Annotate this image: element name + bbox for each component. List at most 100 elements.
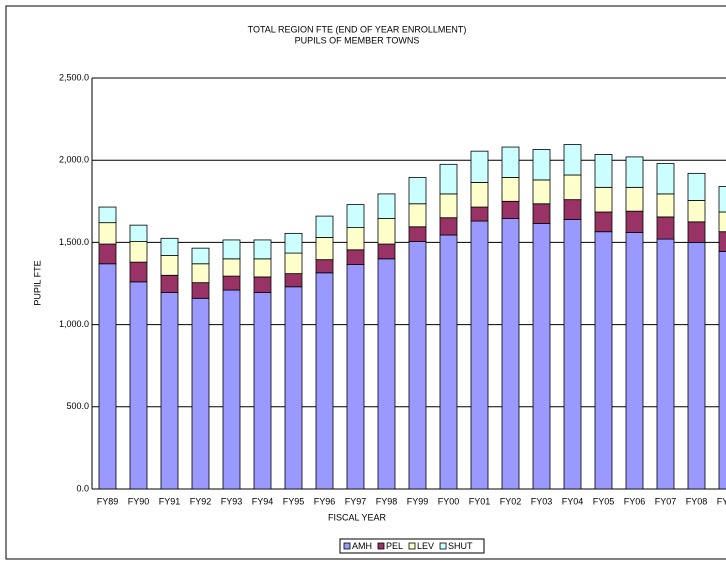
bar-segment xyxy=(160,255,179,276)
bar-segment xyxy=(98,243,117,265)
bar-segment xyxy=(346,227,365,251)
legend-label: LEV xyxy=(417,541,434,551)
bar-segment xyxy=(98,263,117,490)
bar-segment xyxy=(439,193,458,219)
bar-segment xyxy=(532,149,551,181)
x-tick-label: FY90 xyxy=(128,496,150,506)
bar-segment xyxy=(656,216,675,240)
bar-segment xyxy=(253,258,272,278)
y-tick-label: 0.0 xyxy=(76,483,89,493)
legend-swatch xyxy=(439,542,447,550)
y-tick-label: 1,000.0 xyxy=(59,319,89,329)
bar-segment xyxy=(129,224,148,242)
bar-segment xyxy=(439,217,458,236)
bar-segment xyxy=(346,204,365,229)
bar-segment xyxy=(408,241,427,490)
legend-swatch xyxy=(408,542,416,550)
bar-segment xyxy=(160,274,179,293)
x-tick-label: FY03 xyxy=(531,496,553,506)
x-tick-label: FY06 xyxy=(624,496,646,506)
x-tick-label: FY02 xyxy=(500,496,522,506)
bar-segment xyxy=(315,272,334,490)
bar-segment xyxy=(408,177,427,205)
bar-segment xyxy=(470,220,489,490)
bar-segment xyxy=(377,218,396,245)
x-tick-label: FY96 xyxy=(314,496,336,506)
bar-segment xyxy=(408,203,427,228)
bar-segment xyxy=(594,186,613,213)
x-tick-label: FY08 xyxy=(686,496,708,506)
bar-segment xyxy=(656,193,675,218)
bar-segment xyxy=(532,179,551,205)
bar-segment xyxy=(625,156,644,188)
bar-segment xyxy=(501,218,520,490)
bar-segment xyxy=(656,238,675,490)
bar-segment xyxy=(439,163,458,195)
y-axis-title: PUPIL FTE xyxy=(32,260,42,305)
bar-segment xyxy=(718,186,726,213)
bar-segment xyxy=(687,241,706,490)
bar-segment xyxy=(222,289,241,490)
bar-segment xyxy=(501,177,520,202)
x-tick-label: FY91 xyxy=(159,496,181,506)
bar-segment xyxy=(532,203,551,224)
bar-segment xyxy=(160,237,179,256)
bar-segment xyxy=(191,297,210,490)
bar-segment xyxy=(718,231,726,252)
bar-segment xyxy=(532,223,551,490)
bar-segment xyxy=(470,206,489,222)
bar-segment xyxy=(625,232,644,490)
bar-segment xyxy=(222,258,241,277)
legend-label: SHUT xyxy=(448,541,473,551)
bar-segment xyxy=(160,292,179,490)
bar-segment xyxy=(191,282,210,299)
bar-segment xyxy=(222,275,241,291)
x-tick-label: FY99 xyxy=(407,496,429,506)
bar-segment xyxy=(501,146,520,178)
bar-segment xyxy=(191,247,210,265)
bar-segment xyxy=(346,264,365,490)
x-tick-label: FY94 xyxy=(252,496,274,506)
bar-segment xyxy=(439,234,458,490)
bar-segment xyxy=(129,241,148,263)
bar-segment xyxy=(284,252,303,275)
x-tick-label: FY97 xyxy=(345,496,367,506)
legend-swatch xyxy=(343,542,351,550)
bar-segment xyxy=(98,222,117,245)
bar-segment xyxy=(501,200,520,219)
bar-segment xyxy=(284,232,303,254)
x-tick-label: FY09 xyxy=(717,496,726,506)
bar-segment xyxy=(377,193,396,219)
x-tick-label: FY92 xyxy=(190,496,212,506)
chart-subtitle: PUPILS OF MEMBER TOWNS xyxy=(295,35,420,45)
bar-segment xyxy=(625,210,644,233)
bar-segment xyxy=(656,163,675,195)
bar-segment xyxy=(377,243,396,260)
legend-label: AMH xyxy=(352,541,372,551)
bar-segment xyxy=(594,154,613,188)
bar-segment xyxy=(315,215,334,238)
bar-segment xyxy=(315,259,334,274)
bar-segment xyxy=(563,218,582,490)
bar-segment xyxy=(625,186,644,212)
bar-segment xyxy=(718,211,726,233)
bar-segment xyxy=(408,226,427,242)
bar-segment xyxy=(346,249,365,265)
bar-segment xyxy=(470,150,489,183)
x-tick-label: FY00 xyxy=(438,496,460,506)
bar-segment xyxy=(129,261,148,283)
bar-segment xyxy=(594,211,613,233)
legend-label: PEL xyxy=(386,541,403,551)
x-tick-label: FY05 xyxy=(593,496,615,506)
x-tick-label: FY95 xyxy=(283,496,305,506)
y-tick-label: 1,500.0 xyxy=(59,237,89,247)
x-tick-label: FY07 xyxy=(655,496,677,506)
bar-segment xyxy=(315,237,334,261)
bar-segment xyxy=(470,181,489,208)
bar-segment xyxy=(687,200,706,223)
y-tick-label: 2,000.0 xyxy=(59,155,89,165)
bar-segment xyxy=(284,286,303,490)
y-tick-label: 2,500.0 xyxy=(59,72,89,82)
bar-segment xyxy=(191,263,210,284)
